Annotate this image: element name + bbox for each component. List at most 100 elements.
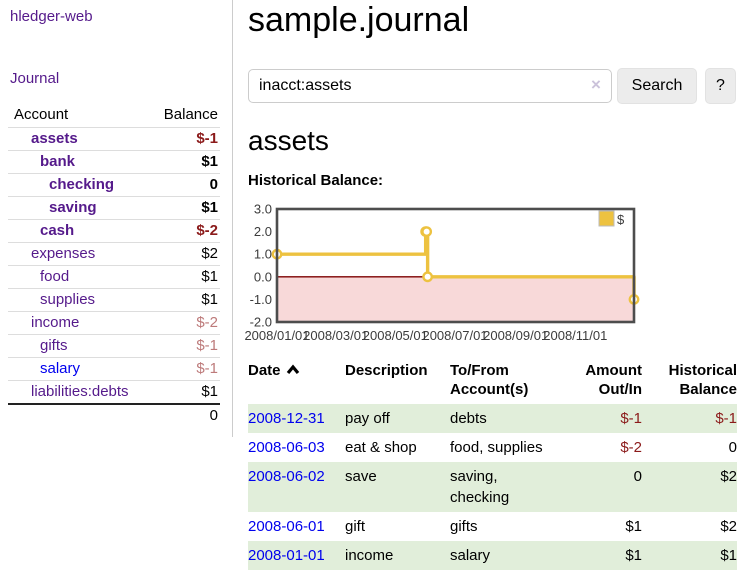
account-link-supplies[interactable]: supplies <box>40 291 96 308</box>
account-link-salary[interactable]: salary <box>40 360 81 377</box>
account-link-bank[interactable]: bank <box>40 153 76 170</box>
transaction-balance: $2 <box>720 518 737 535</box>
transaction-row[interactable]: 2008-01-01 income salary $1 $1 <box>248 541 737 570</box>
sort-chevron-up-icon <box>286 361 300 380</box>
account-link-expenses[interactable]: expenses <box>31 245 96 262</box>
account-link-cash[interactable]: cash <box>40 222 75 239</box>
transaction-date-link[interactable]: 2008-06-02 <box>248 468 325 485</box>
help-button[interactable]: ? <box>705 68 736 104</box>
transaction-description: income <box>345 547 394 564</box>
transaction-row[interactable]: 2008-06-03 eat & shop food, supplies $-2… <box>248 433 737 462</box>
svg-text:2008/07/01: 2008/07/01 <box>422 328 487 343</box>
account-link-liabilities-debts[interactable]: liabilities:debts <box>31 383 129 400</box>
transaction-amount: $1 <box>625 518 642 535</box>
transaction-amount: $-2 <box>620 439 642 456</box>
transaction-balance: 0 <box>728 439 737 456</box>
sidebar-divider <box>232 0 233 437</box>
column-header-balance: Historical Balance <box>668 362 737 398</box>
column-header-date[interactable]: Date <box>248 361 345 404</box>
transaction-description: pay off <box>345 410 390 427</box>
transaction-description: eat & shop <box>345 439 417 456</box>
svg-text:$: $ <box>617 212 625 227</box>
account-column-header: Account <box>14 106 69 123</box>
transaction-amount: $1 <box>625 547 642 564</box>
search-button[interactable]: Search <box>617 68 697 104</box>
account-heading: assets <box>248 125 329 156</box>
account-balance: $-1 <box>148 127 220 151</box>
historical-balance-chart: $3.0 2.0 1.0 0.0 -1.0 -2.02008/01/012008/03/0… <box>244 202 640 343</box>
register-header-row: Date Description To/From Account(s) Amoun… <box>248 361 737 404</box>
account-row-cash: cash $-2 <box>8 219 220 243</box>
account-row-income: income $-2 <box>8 311 220 335</box>
transaction-balance: $-1 <box>715 410 737 427</box>
column-header-accounts: To/From Account(s) <box>450 362 529 398</box>
accounts-table-header: Account Balance <box>8 103 220 128</box>
svg-text:2008/01/01: 2008/01/01 <box>244 328 309 343</box>
account-balance: $1 <box>148 265 220 289</box>
account-balance: $2 <box>148 242 220 266</box>
account-balance: $1 <box>148 288 220 312</box>
balance-column-header: Balance <box>163 106 218 123</box>
app-brand-link[interactable]: hledger-web <box>10 8 93 25</box>
account-balance: 0 <box>148 173 220 197</box>
transaction-accounts: salary <box>450 547 491 564</box>
account-link-assets[interactable]: assets <box>31 130 78 147</box>
account-link-saving[interactable]: saving <box>49 199 97 216</box>
svg-text:-1.0: -1.0 <box>250 292 272 307</box>
account-balance: $-1 <box>148 357 220 381</box>
svg-text:0.0: 0.0 <box>254 269 272 284</box>
transaction-accounts: gifts <box>450 518 478 535</box>
account-link-gifts[interactable]: gifts <box>40 337 68 354</box>
account-row-bank: bank $1 <box>8 150 220 174</box>
transaction-accounts: debts <box>450 410 487 427</box>
svg-text:2008/11/01: 2008/11/01 <box>543 328 607 343</box>
transaction-balance: $1 <box>720 547 737 564</box>
page-title: sample.journal <box>248 1 470 39</box>
account-row-expenses: expenses $2 <box>8 242 220 266</box>
transaction-row[interactable]: 2008-06-01 gift gifts $1 $2 <box>248 512 737 541</box>
account-row-salary: salary $-1 <box>8 357 220 381</box>
transaction-amount: 0 <box>633 468 642 485</box>
account-row-food: food $1 <box>8 265 220 289</box>
clear-search-icon[interactable]: × <box>591 75 601 94</box>
accounts-total-row: 0 <box>8 403 220 427</box>
accounts-balance-table: Account Balance assets $-1 bank $1 check… <box>8 103 220 427</box>
account-balance: $-2 <box>148 219 220 243</box>
transaction-date-link[interactable]: 2008-06-01 <box>248 518 325 535</box>
accounts-total-balance: 0 <box>148 403 220 427</box>
account-balance: $-1 <box>148 334 220 358</box>
account-row-gifts: gifts $-1 <box>8 334 220 358</box>
account-link-checking[interactable]: checking <box>49 176 115 193</box>
transaction-amount: $-1 <box>620 410 642 427</box>
transaction-balance: $2 <box>720 468 737 485</box>
transaction-date-link[interactable]: 2008-06-03 <box>248 439 325 456</box>
account-balance: $1 <box>148 380 220 404</box>
transaction-description: gift <box>345 518 366 535</box>
svg-text:3.0: 3.0 <box>254 202 272 217</box>
svg-text:2008/03/01: 2008/03/01 <box>303 328 368 343</box>
account-row-checking: checking 0 <box>8 173 220 197</box>
register-table: Date Description To/From Account(s) Amoun… <box>248 361 737 570</box>
column-header-description: Description <box>345 362 428 379</box>
transaction-date-link[interactable]: 2008-12-31 <box>248 410 325 427</box>
account-link-food[interactable]: food <box>40 268 70 285</box>
svg-text:1.0: 1.0 <box>254 247 272 262</box>
account-link-income[interactable]: income <box>31 314 80 331</box>
account-balance: $1 <box>148 150 220 174</box>
sidebar-item-journal[interactable]: Journal <box>10 70 60 87</box>
account-row-assets: assets $-1 <box>8 127 220 151</box>
transaction-date-link[interactable]: 2008-01-01 <box>248 547 325 564</box>
svg-text:2008/05/01: 2008/05/01 <box>363 328 428 343</box>
transaction-accounts: saving, checking <box>450 468 510 506</box>
svg-text:2008/09/01: 2008/09/01 <box>483 328 548 343</box>
account-row-saving: saving $1 <box>8 196 220 220</box>
transaction-row[interactable]: 2008-12-31 pay off debts $-1 $-1 <box>248 404 737 433</box>
account-row-supplies: supplies $1 <box>8 288 220 312</box>
svg-text:2.0: 2.0 <box>254 224 272 239</box>
column-header-amount: Amount Out/In <box>585 362 642 398</box>
transaction-row[interactable]: 2008-06-02 save saving, checking 0 $2 <box>248 462 737 512</box>
search-input[interactable] <box>248 69 612 103</box>
account-balance: $-2 <box>148 311 220 335</box>
svg-text:-2.0: -2.0 <box>250 315 272 330</box>
